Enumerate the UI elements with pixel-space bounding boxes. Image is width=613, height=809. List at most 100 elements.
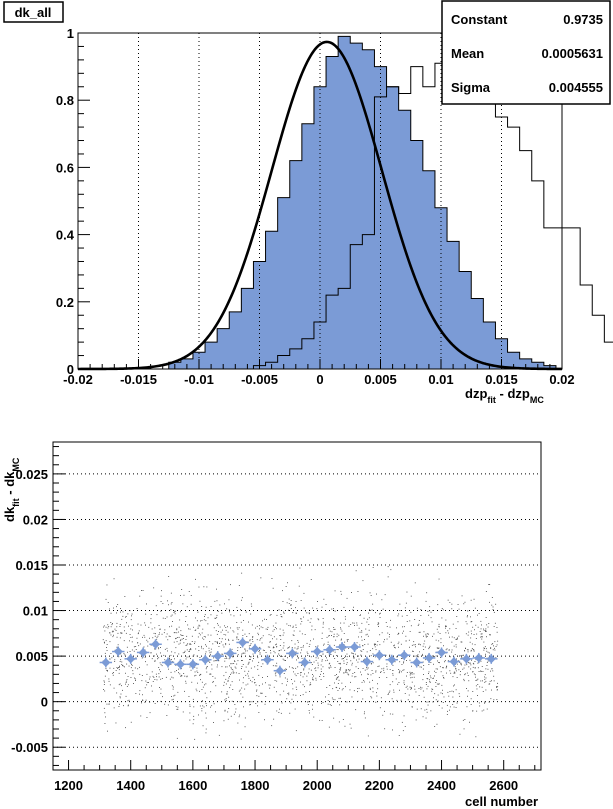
scatter-point — [484, 676, 485, 678]
scatter-point — [377, 623, 379, 625]
scatter-point — [265, 652, 267, 653]
profile-point — [238, 637, 248, 647]
scatter-point — [291, 640, 293, 642]
scatter-point — [178, 653, 180, 655]
scatter-point — [113, 707, 115, 709]
scatter-point — [235, 667, 237, 669]
scatter-point — [156, 653, 157, 655]
y-axis-label-sub: fit — [11, 498, 21, 507]
scatter-point — [322, 653, 324, 655]
scatter-point — [158, 657, 160, 659]
scatter-point — [245, 666, 247, 668]
scatter-point — [125, 683, 126, 685]
scatter-point — [180, 611, 181, 613]
scatter-point — [291, 667, 293, 669]
scatter-point — [238, 716, 240, 718]
scatter-point — [243, 706, 244, 708]
scatter-point — [297, 641, 299, 643]
scatter-point — [415, 691, 417, 693]
scatter-point — [232, 672, 234, 674]
scatter-point — [310, 640, 311, 642]
scatter-point — [472, 671, 474, 673]
scatter-point — [301, 649, 302, 651]
scatter-point — [410, 687, 412, 688]
scatter-point — [484, 681, 486, 683]
scatter-point — [429, 675, 431, 677]
scatter-point — [216, 588, 217, 590]
scatter-point — [465, 633, 467, 635]
scatter-point — [279, 635, 281, 636]
scatter-point — [295, 667, 297, 669]
scatter-point — [372, 679, 373, 681]
scatter-point — [258, 674, 260, 676]
scatter-point — [474, 644, 476, 646]
scatter-point — [467, 662, 469, 663]
scatter-point — [131, 636, 133, 638]
scatter-point — [217, 610, 219, 612]
scatter-point — [148, 682, 149, 683]
scatter-point — [133, 659, 135, 661]
scatter-point — [484, 702, 485, 704]
scatter-point — [493, 658, 494, 660]
scatter-point — [476, 679, 478, 681]
scatter-point — [129, 640, 130, 642]
scatter-point — [156, 614, 158, 616]
scatter-point — [426, 701, 428, 703]
scatter-point — [497, 640, 499, 642]
scatter-point — [194, 641, 196, 643]
scatter-point — [206, 657, 208, 659]
scatter-point — [446, 704, 448, 706]
scatter-point — [169, 636, 171, 637]
scatter-point — [435, 668, 437, 670]
scatter-point — [288, 692, 290, 694]
scatter-point — [179, 619, 181, 621]
scatter-point — [344, 725, 346, 727]
scatter-point — [304, 664, 306, 666]
scatter-point — [227, 680, 229, 682]
scatter-point — [192, 655, 194, 657]
scatter-point — [154, 659, 156, 661]
scatter-point — [309, 684, 311, 686]
scatter-point — [232, 630, 234, 632]
scatter-point — [439, 662, 440, 664]
scatter-point — [199, 674, 200, 676]
scatter-point — [319, 655, 321, 656]
scatter-point — [309, 659, 311, 661]
scatter-point — [237, 654, 239, 656]
scatter-point — [441, 707, 443, 709]
scatter-point — [328, 628, 330, 630]
scatter-point — [491, 668, 493, 670]
scatter-point — [451, 608, 453, 610]
scatter-point — [489, 680, 491, 682]
scatter-point — [395, 678, 397, 680]
scatter-point — [372, 691, 374, 693]
scatter-point — [317, 662, 319, 664]
scatter-point — [151, 658, 153, 660]
scatter-point — [109, 658, 111, 660]
scatter-point — [329, 649, 331, 651]
scatter-point — [267, 663, 269, 664]
scatter-point — [188, 628, 189, 630]
scatter-point — [391, 698, 393, 700]
scatter-point — [127, 700, 129, 702]
scatter-point — [470, 649, 472, 651]
scatter-point — [491, 680, 492, 682]
scatter-point — [464, 650, 465, 651]
scatter-point — [106, 584, 108, 586]
scatter-point — [176, 670, 177, 671]
scatter-point — [106, 650, 108, 651]
scatter-point — [487, 651, 489, 653]
scatter-point — [350, 681, 351, 683]
scatter-point — [457, 604, 459, 605]
scatter-point — [449, 656, 451, 658]
scatter-point — [439, 666, 441, 668]
scatter-point — [428, 647, 430, 648]
scatter-point — [374, 656, 376, 658]
scatter-point — [260, 666, 262, 667]
scatter-point — [494, 641, 496, 643]
scatter-point — [123, 705, 124, 707]
scatter-point — [315, 659, 317, 661]
scatter-point — [484, 646, 486, 648]
scatter-point — [337, 677, 339, 678]
scatter-point — [367, 673, 369, 675]
